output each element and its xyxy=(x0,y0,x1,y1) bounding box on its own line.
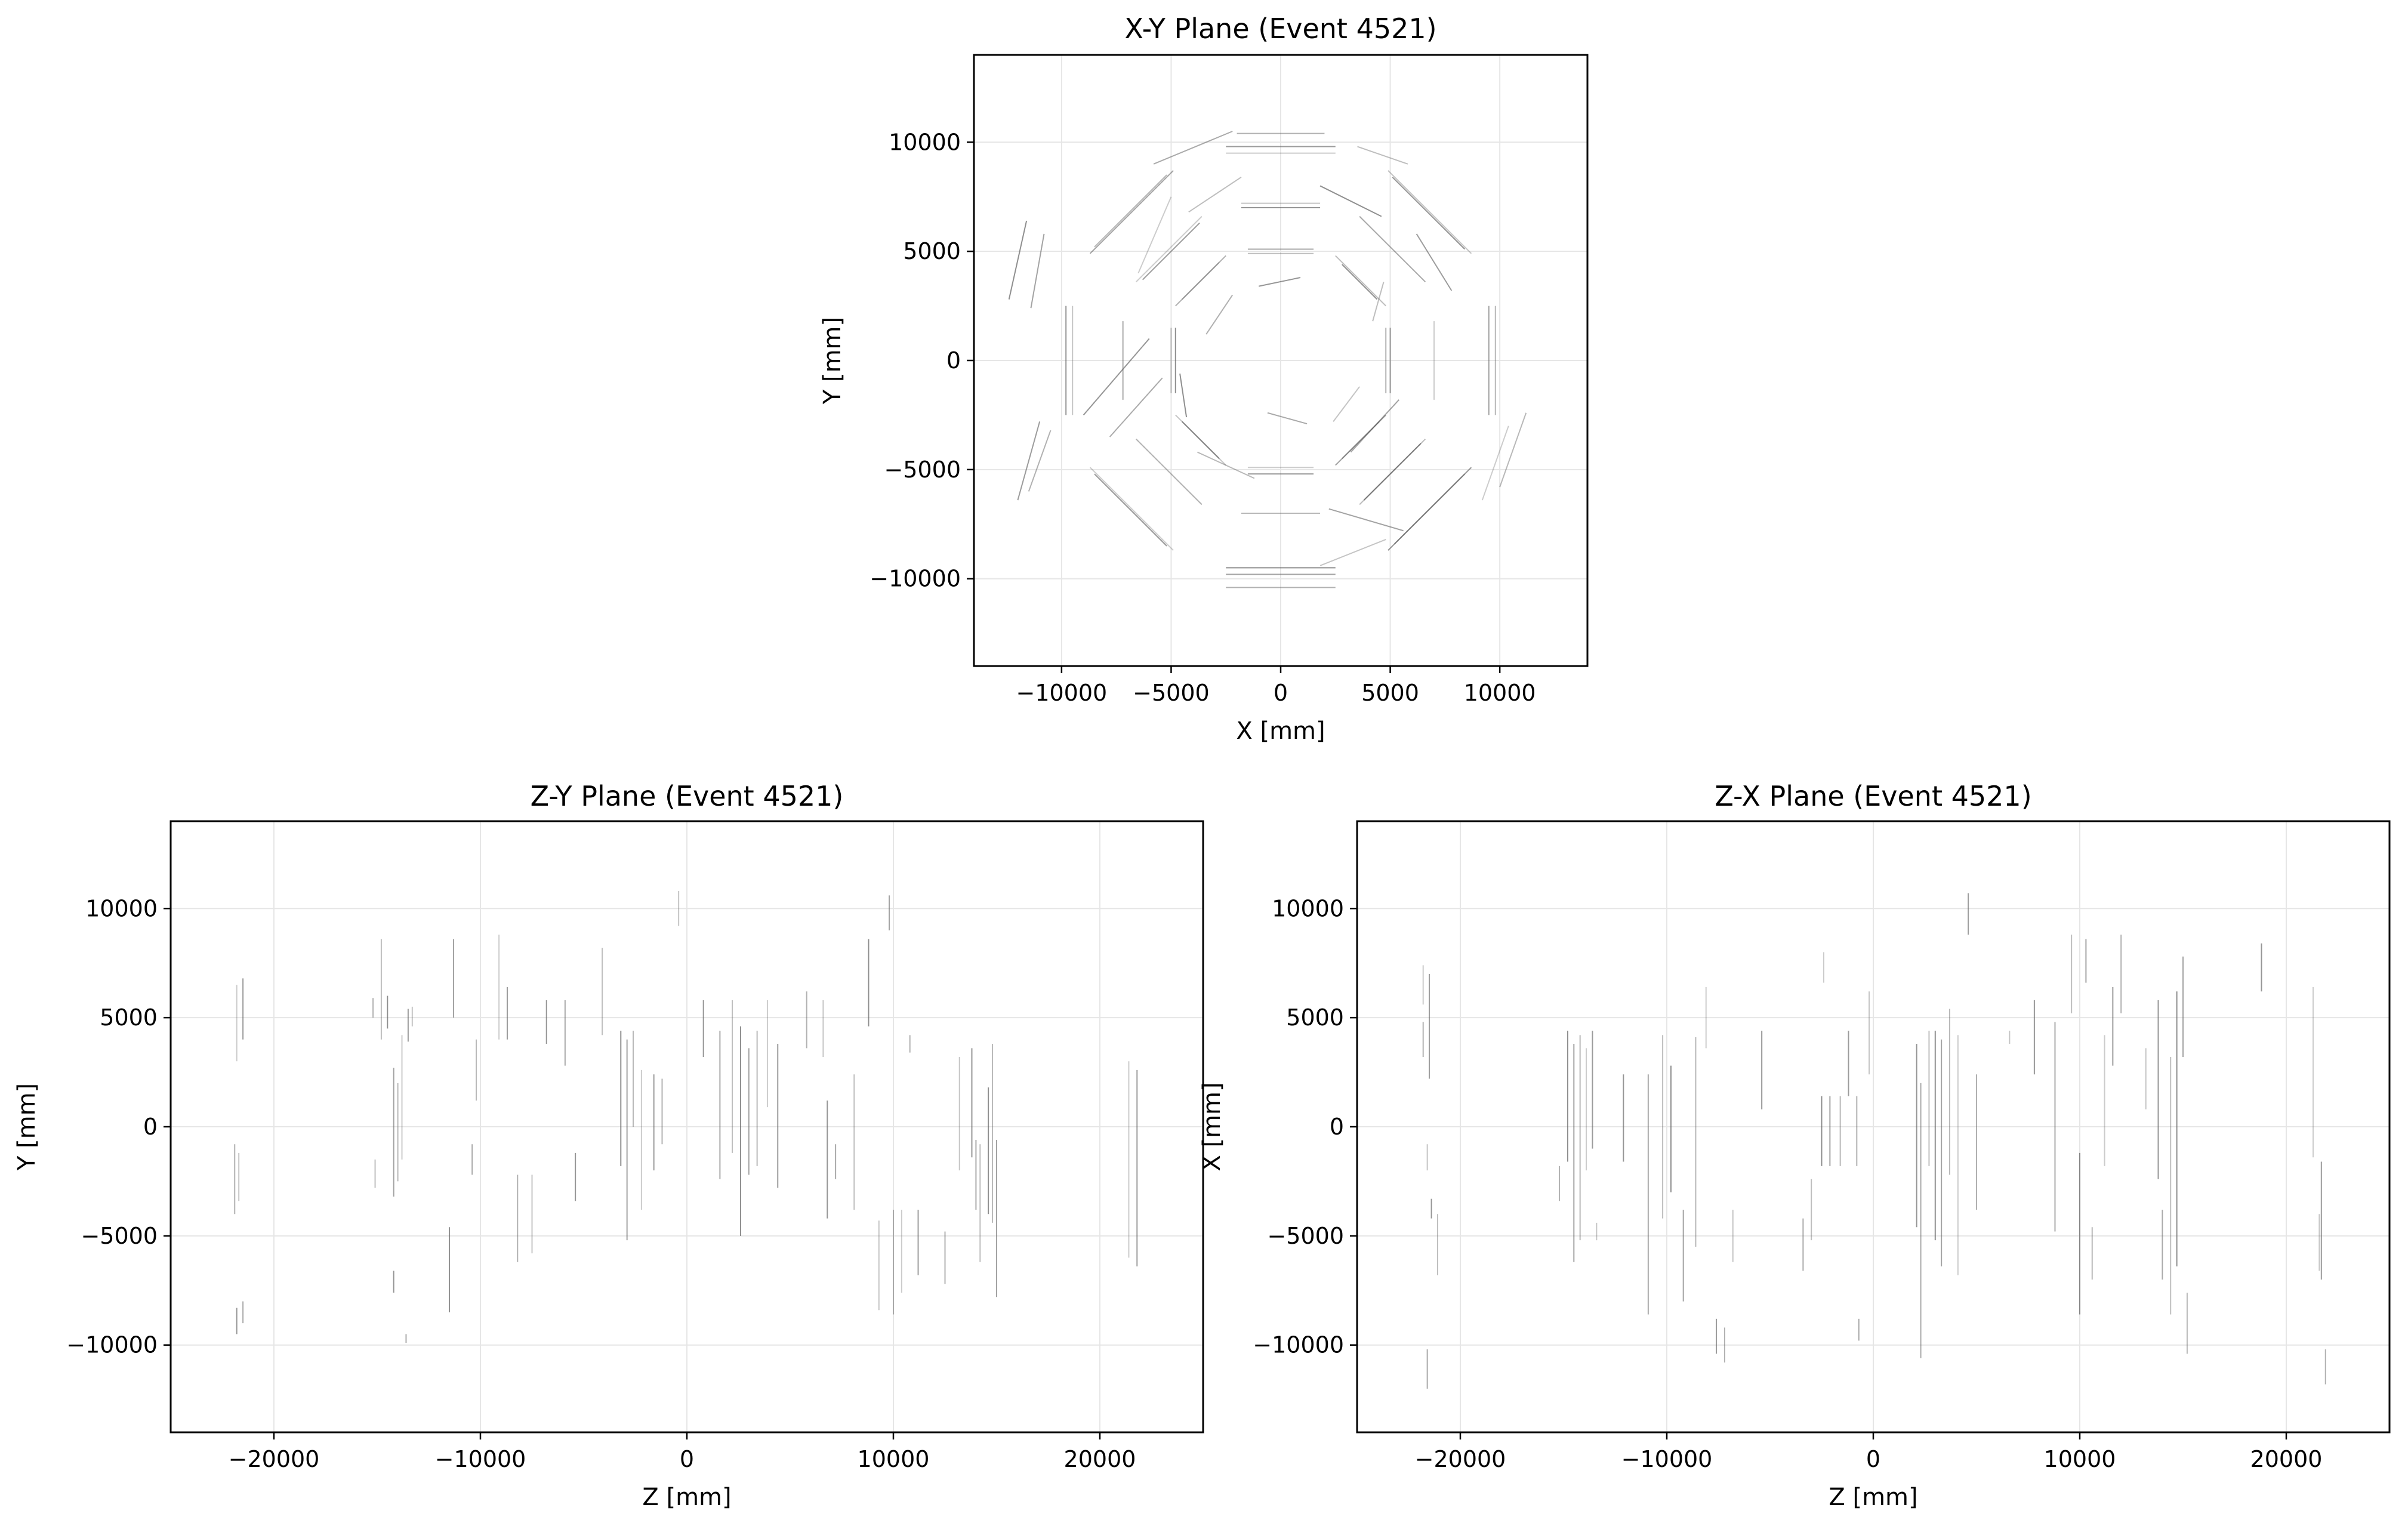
xy-track-segments xyxy=(1008,131,1527,588)
xy-track-segment xyxy=(1017,421,1041,501)
xy-track-segment xyxy=(1109,377,1163,437)
zy-y-tick-label: 0 xyxy=(143,1114,158,1140)
xy-track-segment xyxy=(1350,399,1399,453)
zy-y-tick-label: −5000 xyxy=(81,1223,158,1249)
xy-track-segment xyxy=(1188,176,1242,213)
xy-track-segment xyxy=(1499,412,1527,488)
xy-x-tick-label: 0 xyxy=(1274,680,1288,706)
xy-track-segment xyxy=(1342,264,1378,300)
xy-track-segment xyxy=(1094,174,1167,248)
xy-y-tick-label: 5000 xyxy=(903,238,961,264)
zx-track-segments xyxy=(1422,893,2326,1389)
xy-track-segment xyxy=(1030,233,1045,309)
zx-plane-panel: −20000 −10000 0 10000 20000 −10000 −5000 0 5000… xyxy=(1198,780,2391,1511)
zy-plane-panel: −20000 −10000 0 10000 20000 −10000 −5000 0 5000… xyxy=(13,780,1204,1511)
xy-track-segment xyxy=(1416,233,1453,291)
xy-track-segment xyxy=(1267,412,1308,425)
xy-track-segment xyxy=(1363,443,1422,501)
xy-plane-title: X-Y Plane (Event 4521) xyxy=(1124,13,1436,45)
xy-track-segment xyxy=(1357,146,1408,165)
zx-y-ticks: −10000 −5000 0 5000 10000 xyxy=(1253,895,1357,1358)
xy-track-segment xyxy=(1333,386,1360,423)
xy-track-segment xyxy=(1259,277,1301,287)
zx-y-tick-label: 0 xyxy=(1330,1114,1344,1140)
zy-y-axis-label: Y [mm] xyxy=(13,1083,41,1171)
zx-y-tick-label: 10000 xyxy=(1272,895,1344,921)
xy-track-segment xyxy=(1182,261,1220,300)
xy-track-segment xyxy=(1392,177,1466,250)
zx-grid xyxy=(1357,821,2389,1432)
zx-x-tick-label: 0 xyxy=(1866,1446,1880,1472)
xy-track-segment xyxy=(1008,220,1028,300)
xy-track-segment xyxy=(1179,373,1188,418)
xy-track-segment xyxy=(1137,196,1172,274)
zx-y-axis-label: X [mm] xyxy=(1198,1082,1226,1171)
xy-track-segment xyxy=(1089,467,1174,551)
xy-x-tick-label: 10000 xyxy=(1464,680,1536,706)
zx-y-tick-label: 5000 xyxy=(1286,1004,1344,1031)
xy-x-ticks: −10000 −5000 0 5000 10000 xyxy=(1016,666,1536,706)
zy-plane-title: Z-Y Plane (Event 4521) xyxy=(531,780,844,812)
xy-track-segment xyxy=(1197,451,1255,479)
xy-y-tick-label: 10000 xyxy=(889,129,961,155)
xy-track-segment xyxy=(1388,170,1472,254)
zy-y-tick-label: 10000 xyxy=(85,895,158,921)
zx-y-tick-label: −10000 xyxy=(1253,1332,1344,1358)
xy-track-segment xyxy=(1359,215,1426,283)
zy-y-tick-label: −10000 xyxy=(66,1332,158,1358)
zy-grid xyxy=(171,821,1203,1432)
xy-x-axis-label: X [mm] xyxy=(1236,717,1325,745)
xy-track-segment xyxy=(1205,294,1234,335)
zy-x-ticks: −20000 −10000 0 10000 20000 xyxy=(229,1432,1136,1472)
xy-track-segment xyxy=(1089,170,1174,254)
zy-x-tick-label: −10000 xyxy=(435,1446,526,1472)
xy-plane-panel: −10000 −5000 0 5000 10000 −10000 −5000 0 5000 10… xyxy=(819,13,1589,745)
zx-x-tick-label: 10000 xyxy=(2044,1446,2116,1472)
xy-track-segment xyxy=(1083,338,1150,416)
zx-plane-title: Z-X Plane (Event 4521) xyxy=(1715,780,2031,812)
xy-track-segment xyxy=(1135,215,1203,283)
zx-x-tick-label: 20000 xyxy=(2250,1446,2323,1472)
xy-y-tick-label: −10000 xyxy=(870,566,961,592)
xy-track-segment xyxy=(1182,421,1220,460)
xy-y-tick-label: −5000 xyxy=(884,457,961,483)
xy-track-segment xyxy=(1094,473,1167,547)
xy-track-segment xyxy=(1319,185,1382,217)
xy-track-segment xyxy=(1481,426,1509,501)
xy-track-segment xyxy=(1335,255,1386,307)
zy-x-axis-label: Z [mm] xyxy=(642,1484,731,1511)
zy-track-segments xyxy=(234,891,1138,1343)
xy-x-tick-label: −5000 xyxy=(1133,680,1210,706)
zx-x-tick-label: −20000 xyxy=(1415,1446,1506,1472)
xy-y-ticks: −10000 −5000 0 5000 10000 xyxy=(870,129,974,592)
zy-y-ticks: −10000 −5000 0 5000 10000 xyxy=(66,895,171,1358)
zx-x-ticks: −20000 −10000 0 10000 20000 xyxy=(1415,1432,2323,1472)
xy-track-segment xyxy=(1328,508,1404,532)
zx-x-axis-label: Z [mm] xyxy=(1829,1484,1917,1511)
zy-x-tick-label: 0 xyxy=(680,1446,694,1472)
zx-y-tick-label: −5000 xyxy=(1267,1223,1344,1249)
zy-x-tick-label: −20000 xyxy=(229,1446,320,1472)
xy-track-segment xyxy=(1175,255,1226,307)
xy-track-segment xyxy=(1319,538,1386,566)
xy-track-segment xyxy=(1142,222,1200,280)
xy-track-segment xyxy=(1153,131,1233,165)
xy-track-segment xyxy=(1028,430,1052,492)
zx-x-tick-label: −10000 xyxy=(1621,1446,1713,1472)
xy-track-segment xyxy=(1372,282,1385,322)
zy-y-tick-label: 5000 xyxy=(100,1004,158,1031)
xy-grid xyxy=(974,55,1587,666)
xy-y-axis-label: Y [mm] xyxy=(819,317,846,405)
zy-x-tick-label: 20000 xyxy=(1064,1446,1136,1472)
xy-x-tick-label: 5000 xyxy=(1361,680,1419,706)
xy-track-segment xyxy=(1135,438,1203,505)
xy-track-segment xyxy=(1394,473,1466,544)
zy-x-tick-label: 10000 xyxy=(858,1446,930,1472)
xy-y-tick-label: 0 xyxy=(946,347,961,374)
xy-x-tick-label: −10000 xyxy=(1016,680,1107,706)
